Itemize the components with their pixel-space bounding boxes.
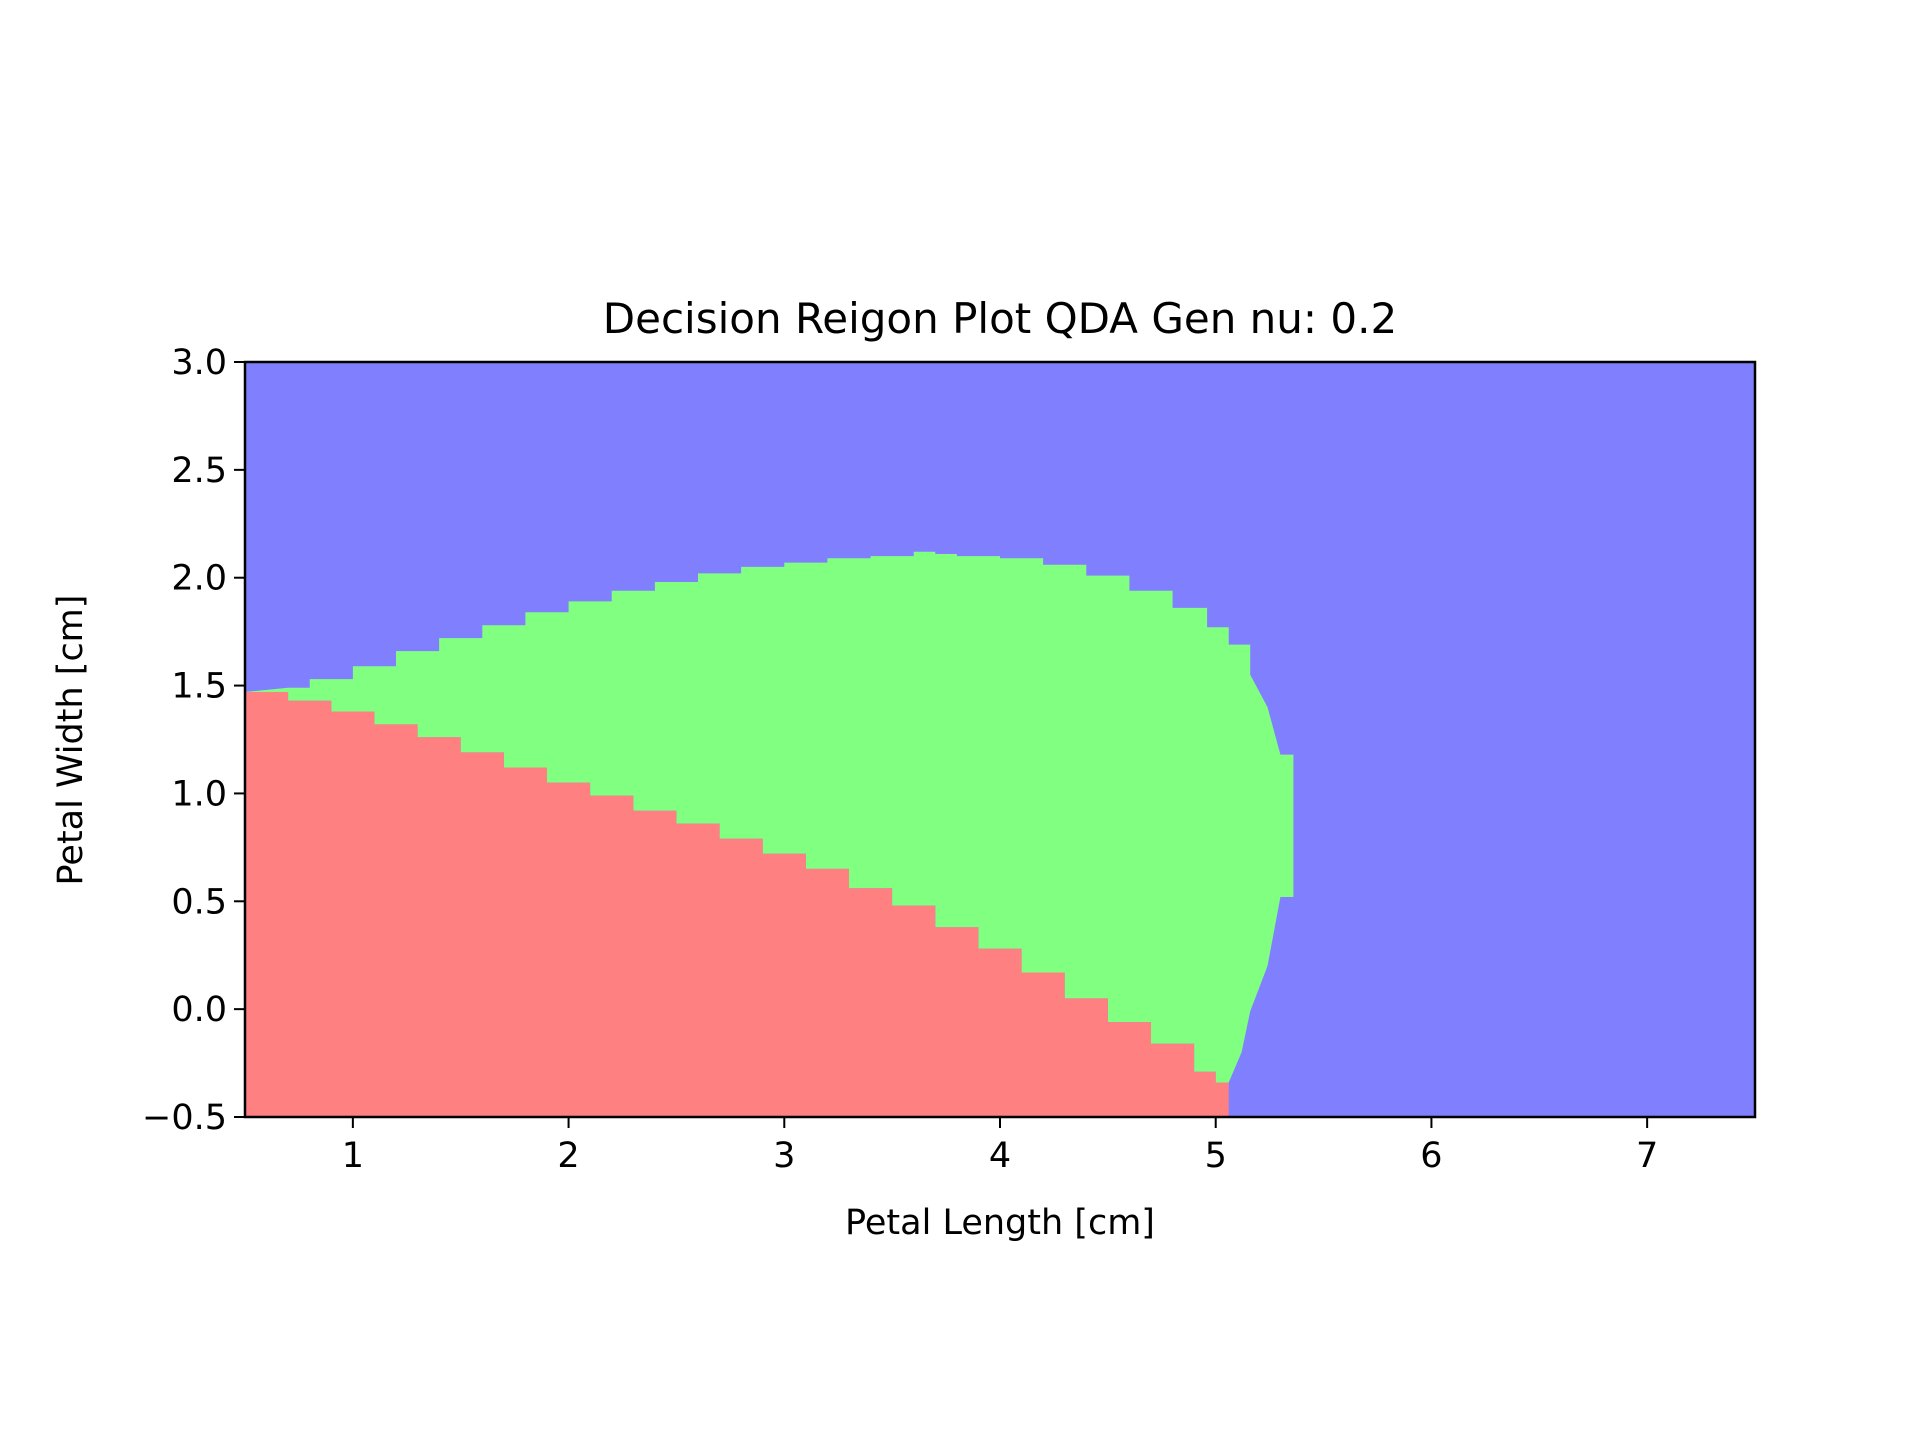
y-axis-title: Petal Width [cm]	[51, 595, 91, 886]
x-tick-label: 6	[1420, 1136, 1442, 1176]
y-tick-label: 2.0	[171, 559, 227, 599]
region-lower	[245, 692, 1229, 1117]
x-tick-label: 3	[773, 1136, 795, 1176]
y-axis: −0.5 0.0 0.5 1.0 1.5 2.0 2.5 3.0	[142, 343, 245, 1138]
x-axis-title: Petal Length [cm]	[845, 1203, 1155, 1243]
y-tick-label: −0.5	[142, 1098, 227, 1138]
x-tick-label: 1	[342, 1136, 364, 1176]
y-tick-label: 1.5	[171, 667, 227, 707]
y-tick-label: 2.5	[171, 451, 227, 491]
y-tick-label: 0.0	[171, 990, 227, 1030]
x-tick-label: 4	[989, 1136, 1011, 1176]
x-tick-label: 2	[557, 1136, 579, 1176]
y-tick-label: 1.0	[171, 774, 227, 814]
y-tick-label: 0.5	[171, 882, 227, 922]
chart-title: Decision Reigon Plot QDA Gen nu: 0.2	[603, 294, 1397, 343]
x-tick-label: 5	[1205, 1136, 1227, 1176]
plot-area	[245, 362, 1755, 1117]
x-tick-label: 7	[1636, 1136, 1658, 1176]
y-tick-label: 3.0	[171, 343, 227, 383]
x-axis: 1 2 3 4 5 6 7	[342, 1117, 1658, 1176]
region-middle	[245, 551, 1294, 1083]
